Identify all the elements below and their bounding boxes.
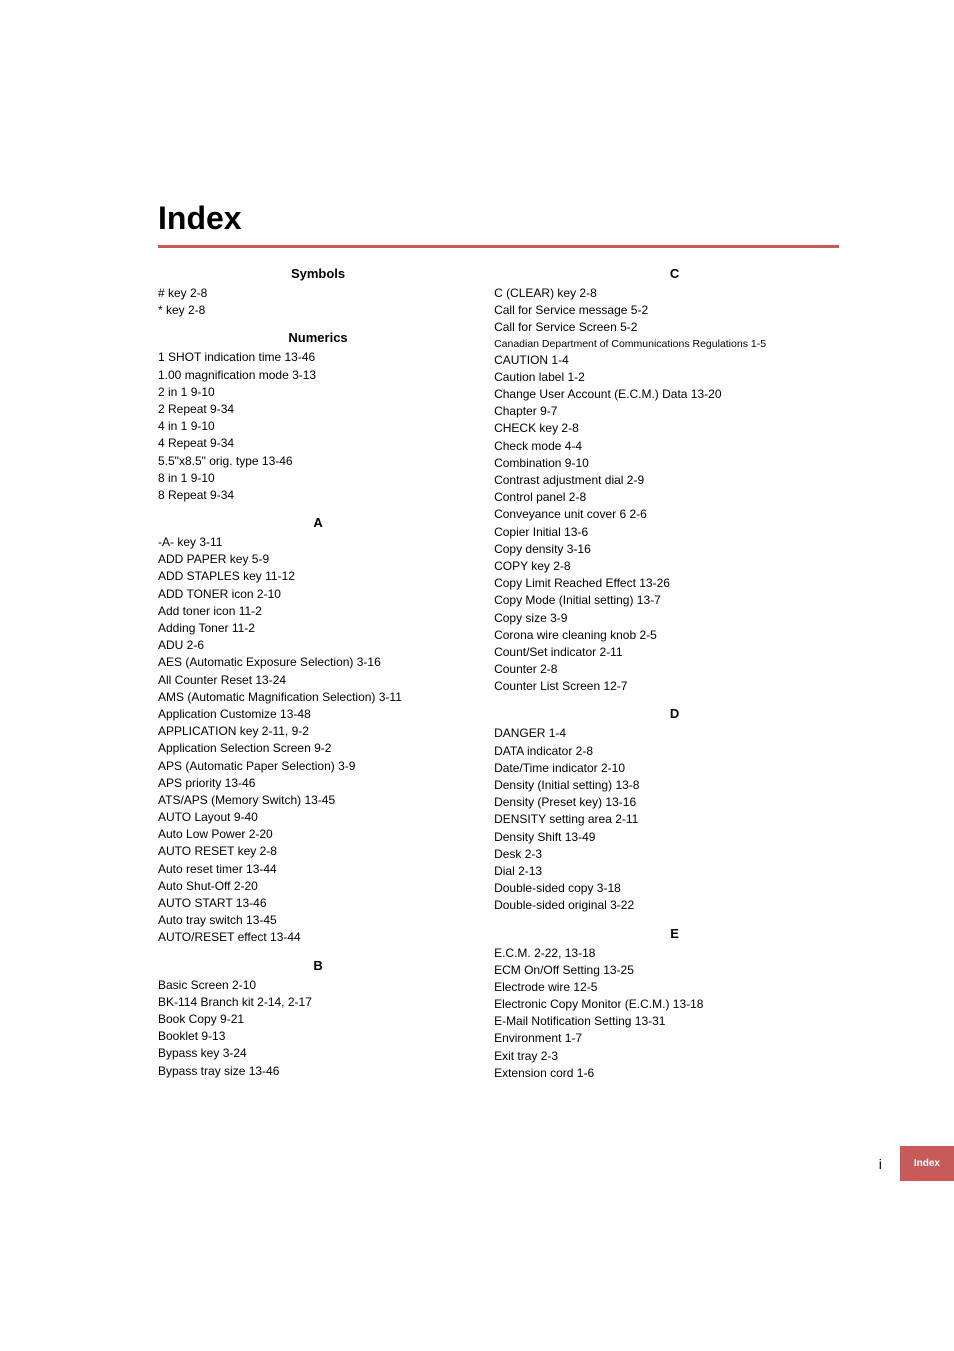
- index-entry: Bypass tray size 13-46: [158, 1063, 478, 1079]
- index-entry: ADD PAPER key 5-9: [158, 551, 478, 567]
- index-entry: 1.00 magnification mode 3-13: [158, 367, 478, 383]
- index-entry: Basic Screen 2-10: [158, 977, 478, 993]
- index-entry: Auto Shut-Off 2-20: [158, 878, 478, 894]
- index-entry: C (CLEAR) key 2-8: [494, 285, 855, 301]
- index-entry: 2 Repeat 9-34: [158, 401, 478, 417]
- index-entry: Auto tray switch 13-45: [158, 912, 478, 928]
- index-entry: ADD TONER icon 2-10: [158, 586, 478, 602]
- index-entry: Density (Initial setting) 13-8: [494, 777, 855, 793]
- index-entry: Control panel 2-8: [494, 489, 855, 505]
- index-entry: Auto Low Power 2-20: [158, 826, 478, 842]
- index-entry: Bypass key 3-24: [158, 1045, 478, 1061]
- title-divider: [158, 245, 839, 248]
- index-entry: Date/Time indicator 2-10: [494, 760, 855, 776]
- index-entry: Counter 2-8: [494, 661, 855, 677]
- index-entry: 1 SHOT indication time 13-46: [158, 349, 478, 365]
- index-entry: Dial 2-13: [494, 863, 855, 879]
- page-title: Index: [158, 200, 839, 237]
- index-entry: -A- key 3-11: [158, 534, 478, 550]
- index-entry: 5.5"x8.5" orig. type 13-46: [158, 453, 478, 469]
- right-column: C C (CLEAR) key 2-8Call for Service messa…: [494, 266, 855, 1082]
- index-entry: Counter List Screen 12-7: [494, 678, 855, 694]
- index-entry: Chapter 9-7: [494, 403, 855, 419]
- index-entry: Contrast adjustment dial 2-9: [494, 472, 855, 488]
- index-entry: Double-sided copy 3-18: [494, 880, 855, 896]
- index-entry: Adding Toner 11-2: [158, 620, 478, 636]
- index-entry: Copy size 3-9: [494, 610, 855, 626]
- index-section-heading: A: [158, 515, 478, 530]
- index-entry: Copier Initial 13-6: [494, 524, 855, 540]
- index-entry: ECM On/Off Setting 13-25: [494, 962, 855, 978]
- index-entry: AUTO Layout 9-40: [158, 809, 478, 825]
- index-entry: Copy Limit Reached Effect 13-26: [494, 575, 855, 591]
- index-entry: Canadian Department of Communications Re…: [494, 337, 855, 351]
- index-entry: Count/Set indicator 2-11: [494, 644, 855, 660]
- index-section-heading: Numerics: [158, 330, 478, 345]
- index-entry: Density (Preset key) 13-16: [494, 794, 855, 810]
- index-entry: 4 Repeat 9-34: [158, 435, 478, 451]
- index-entry: Electronic Copy Monitor (E.C.M.) 13-18: [494, 996, 855, 1012]
- index-entry: APS (Automatic Paper Selection) 3-9: [158, 758, 478, 774]
- index-section-heading: D: [494, 706, 855, 721]
- index-entry: AUTO START 13-46: [158, 895, 478, 911]
- index-entry: Application Selection Screen 9-2: [158, 740, 478, 756]
- index-entry: Electrode wire 12-5: [494, 979, 855, 995]
- page-footer: i Index: [879, 1146, 954, 1181]
- footer-tab: Index: [900, 1146, 954, 1181]
- index-entry: 8 Repeat 9-34: [158, 487, 478, 503]
- index-entry: Application Customize 13-48: [158, 706, 478, 722]
- index-entry: E-Mail Notification Setting 13-31: [494, 1013, 855, 1029]
- index-entry: Environment 1-7: [494, 1030, 855, 1046]
- index-entry: ATS/APS (Memory Switch) 13-45: [158, 792, 478, 808]
- index-entry: Change User Account (E.C.M.) Data 13-20: [494, 386, 855, 402]
- index-entry: All Counter Reset 13-24: [158, 672, 478, 688]
- index-entry: Book Copy 9-21: [158, 1011, 478, 1027]
- index-entry: ADU 2-6: [158, 637, 478, 653]
- index-section-heading: B: [158, 958, 478, 973]
- index-entry: DATA indicator 2-8: [494, 743, 855, 759]
- index-entry: Double-sided original 3-22: [494, 897, 855, 913]
- index-entry: Desk 2-3: [494, 846, 855, 862]
- index-section-heading: C: [494, 266, 855, 281]
- index-entry: Extension cord 1-6: [494, 1065, 855, 1081]
- index-entry: AUTO/RESET effect 13-44: [158, 929, 478, 945]
- index-entry: 8 in 1 9-10: [158, 470, 478, 486]
- index-entry: AMS (Automatic Magnification Selection) …: [158, 689, 478, 705]
- index-entry: 4 in 1 9-10: [158, 418, 478, 434]
- index-columns: Symbols # key 2-8* key 2-8 Numerics 1 SHOT …: [158, 266, 839, 1082]
- index-entry: Add toner icon 11-2: [158, 603, 478, 619]
- index-entry: Combination 9-10: [494, 455, 855, 471]
- index-entry: * key 2-8: [158, 302, 478, 318]
- index-entry: Density Shift 13-49: [494, 829, 855, 845]
- index-entry: Booklet 9-13: [158, 1028, 478, 1044]
- index-entry: Auto reset timer 13-44: [158, 861, 478, 877]
- index-entry: CHECK key 2-8: [494, 420, 855, 436]
- index-entry: APPLICATION key 2-11, 9-2: [158, 723, 478, 739]
- index-entry: Check mode 4-4: [494, 438, 855, 454]
- index-entry: AES (Automatic Exposure Selection) 3-16: [158, 654, 478, 670]
- left-column: Symbols # key 2-8* key 2-8 Numerics 1 SHOT …: [158, 266, 478, 1082]
- index-entry: E.C.M. 2-22, 13-18: [494, 945, 855, 961]
- index-entry: BK-114 Branch kit 2-14, 2-17: [158, 994, 478, 1010]
- page-number: i: [879, 1156, 882, 1172]
- index-entry: COPY key 2-8: [494, 558, 855, 574]
- index-entry: Call for Service Screen 5-2: [494, 319, 855, 335]
- index-section-heading: E: [494, 926, 855, 941]
- index-entry: Copy density 3-16: [494, 541, 855, 557]
- index-entry: 2 in 1 9-10: [158, 384, 478, 400]
- index-entry: Copy Mode (Initial setting) 13-7: [494, 592, 855, 608]
- index-entry: Call for Service message 5-2: [494, 302, 855, 318]
- index-entry: AUTO RESET key 2-8: [158, 843, 478, 859]
- index-entry: Corona wire cleaning knob 2-5: [494, 627, 855, 643]
- index-entry: DENSITY setting area 2-11: [494, 811, 855, 827]
- index-entry: Conveyance unit cover 6 2-6: [494, 506, 855, 522]
- index-entry: CAUTION 1-4: [494, 352, 855, 368]
- index-entry: ADD STAPLES key 11-12: [158, 568, 478, 584]
- index-entry: DANGER 1-4: [494, 725, 855, 741]
- index-entry: # key 2-8: [158, 285, 478, 301]
- index-entry: Exit tray 2-3: [494, 1048, 855, 1064]
- index-entry: APS priority 13-46: [158, 775, 478, 791]
- index-entry: Caution label 1-2: [494, 369, 855, 385]
- index-section-heading: Symbols: [158, 266, 478, 281]
